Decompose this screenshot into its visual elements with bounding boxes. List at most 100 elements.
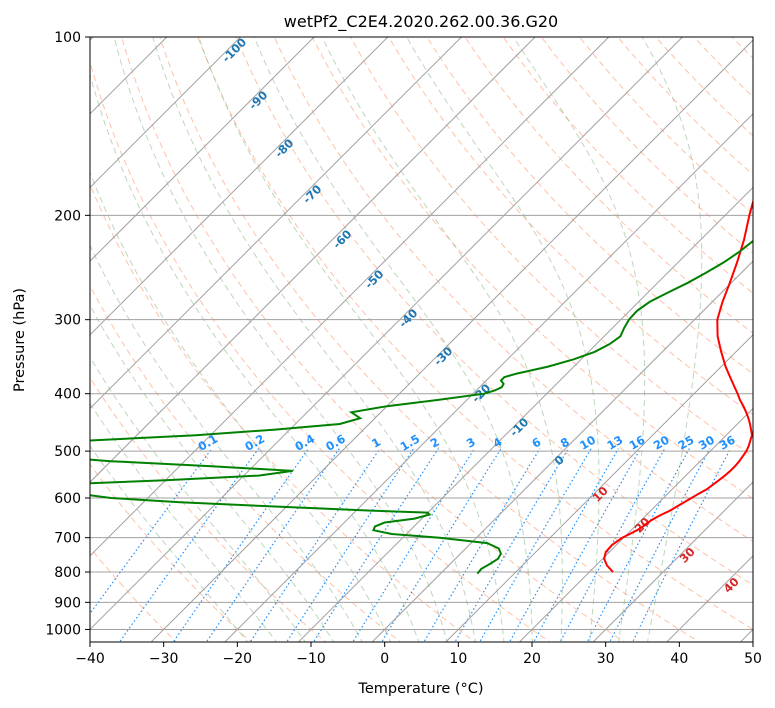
x-tick-label: −20 [223,651,253,667]
x-tick-label: 10 [449,651,467,667]
isotherm-line [90,37,684,631]
isotherm-line [297,186,753,642]
dry-adiabat-line [90,284,402,642]
mixing-ratio-line [205,448,340,642]
moist-adiabat-line [90,356,306,642]
mixing-ratio-label: 16 [627,433,648,453]
y-tick-label: 800 [54,565,81,581]
mixing-ratio-label: 0.6 [323,431,348,453]
dry-adiabat-line [540,37,753,254]
moist-adiabat-label: -70 [300,182,325,207]
moist-adiabat-line [90,72,420,642]
mixing-ratio-line [423,448,541,642]
x-tick-label: −30 [149,651,179,667]
isotherm-line [739,628,753,642]
moist-adiabat-label: -80 [272,136,297,161]
mixing-ratio-line [118,448,260,642]
dry-adiabat-label: 20 [632,515,653,536]
x-axis: −40 −30 −20 −10 0 10 20 30 40 50 [75,642,762,667]
y-tick-label: 600 [54,491,81,507]
moist-adiabat-label: -30 [431,344,456,369]
mixing-ratio-label: 3 [464,435,478,451]
moist-adiabat-label: -40 [396,306,421,331]
mixing-ratio-line [454,448,569,642]
dry-adiabat-line [464,37,753,334]
chart-title: wetPf2_C2E4.2020.262.00.36.G20 [284,12,558,32]
mixing-ratio-label: 10 [577,433,598,453]
isotherm-line [90,37,610,557]
moist-adiabat-label: -90 [246,88,271,113]
dry-adiabat-line [273,37,753,543]
isotherm-line [90,37,389,336]
mixing-ratio-label: 36 [717,433,738,453]
mixing-ratio-line [631,448,732,642]
dry-adiabat-line [731,37,753,59]
y-tick-label: 100 [54,30,81,46]
mixing-ratio-label: 20 [651,433,672,453]
x-axis-label: Temperature (°C) [357,681,483,697]
mixing-ratio-line [533,448,642,642]
x-tick-label: 50 [744,651,762,667]
y-tick-label: 700 [54,531,81,547]
y-axis-label: Pressure (hPa) [12,288,28,392]
dewpoint-line [90,239,753,575]
x-tick-label: −40 [75,651,105,667]
moist-adiabats [90,37,703,642]
isotherms [90,37,753,642]
isobars [90,37,753,630]
mixing-ratio-label: 1 [369,435,383,451]
y-tick-label: 400 [54,387,81,403]
mixing-ratio-label: 0.4 [292,431,317,453]
isotherm-line [224,113,753,642]
y-tick-label: 500 [54,444,81,460]
mixing-ratio-line [586,448,690,642]
isotherm-line [90,37,463,410]
dry-adiabat-label: 40 [721,575,742,596]
mixing-ratio-line [90,448,213,615]
mixing-ratio-label: 6 [529,435,543,451]
dry-adiabat-line [121,37,626,642]
dry-adiabat-line [655,37,753,137]
dry-adiabat-line [693,37,753,98]
plot-area: 0.1 0.2 0.4 0.6 1 1.5 2 3 4 6 8 10 13 16 20 25 30 36-100-… [90,24,775,645]
mixing-ratio-line [352,448,476,642]
dry-adiabat-line [757,24,775,645]
moist-adiabat-line [113,37,448,642]
isotherm-line [592,481,753,642]
isotherm-line [445,334,753,642]
moist-adiabat-label: -100 [219,35,249,65]
moist-adiabat-line [90,244,363,642]
mixing-ratio-line [285,448,415,642]
dry-adiabat-line [90,183,476,642]
x-tick-label: 0 [380,651,389,667]
mixing-ratio-label: 25 [676,433,697,453]
isotherm-line [518,407,753,642]
x-tick-label: 30 [597,651,615,667]
x-tick-label: −10 [296,651,326,667]
moist-adiabat-line [90,171,392,642]
isotherm-line [90,37,536,483]
y-tick-label: 200 [54,208,81,224]
moist-adiabat-line [152,37,477,642]
moist-adiabat-label: -10 [507,415,532,440]
y-tick-label: 300 [54,313,81,329]
y-tick-label: 1000 [45,622,81,638]
y-axis: 100 200 300 400 500 600 700 800 900 1000 [45,30,90,638]
mixing-ratio-line [172,448,310,642]
mixing-ratio-label: 0.2 [242,431,267,453]
dry-adiabat-line [350,37,753,458]
y-tick-label: 900 [54,595,81,611]
mixing-ratio-label: 1.5 [398,431,423,453]
mixing-ratio-line [380,448,502,642]
mixing-ratio-label: 2 [428,435,442,451]
moist-adiabat-line [198,37,505,642]
mixing-ratio-line [312,448,439,642]
moist-adiabat-line [253,37,533,642]
mixing-ratio-label: 30 [696,433,717,453]
mixing-ratio-line [508,448,619,642]
mixing-ratio-line [249,448,381,642]
dry-adiabat-line [388,37,753,416]
moist-adiabat-line [90,445,249,642]
temperature-line [603,199,753,573]
